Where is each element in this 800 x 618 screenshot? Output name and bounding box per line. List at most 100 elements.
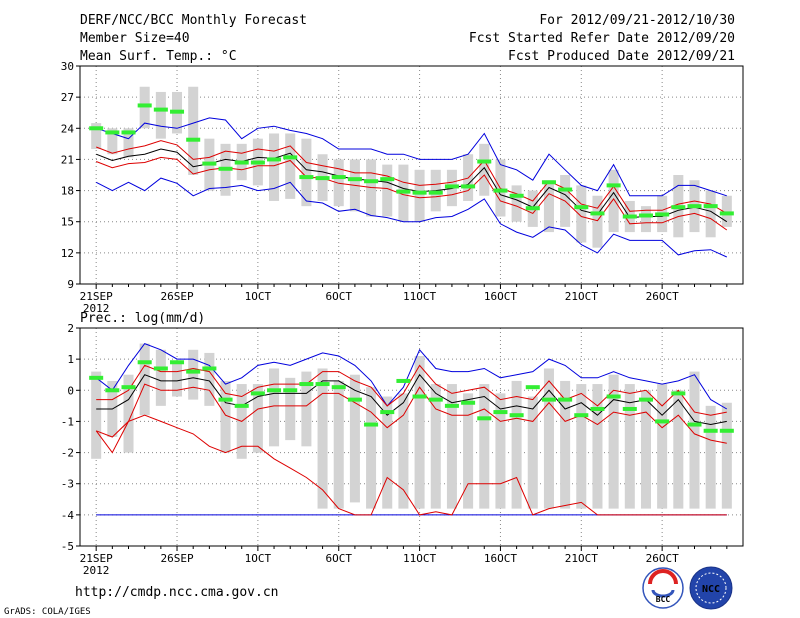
precip-box — [269, 368, 280, 447]
precip-median-mark — [622, 406, 637, 411]
precip-box — [576, 384, 587, 509]
precip-box — [446, 384, 457, 509]
temp-xtick-label: 6OCT — [325, 290, 352, 303]
precip-median-mark — [89, 375, 104, 380]
temp-env-max-line — [96, 117, 727, 197]
ncc-logo-text: NCC — [702, 584, 720, 595]
temp-median-mark — [331, 175, 346, 180]
temp-median-mark — [283, 155, 298, 160]
temp-median-mark — [477, 159, 492, 164]
precip-box — [123, 374, 134, 453]
temp-box — [91, 123, 102, 150]
temp-median-mark — [541, 180, 556, 185]
temp-box — [123, 128, 134, 158]
temp-median-mark — [428, 190, 443, 195]
forecast-started: Fcst Started Refer Date 2012/09/20 — [469, 31, 735, 46]
precip-median-mark — [186, 369, 201, 374]
precip-median-mark — [347, 397, 362, 402]
precip-box — [285, 377, 296, 441]
precip-ytick-label: -5 — [61, 540, 74, 553]
precip-box — [657, 384, 668, 509]
precip-median-mark — [137, 360, 152, 365]
precip-ytick-label: 2 — [67, 322, 74, 335]
temp-box — [705, 190, 716, 238]
precip-box — [430, 384, 441, 509]
precip-box — [172, 362, 183, 397]
bcc-logo: BCC — [642, 567, 684, 609]
temp-median-mark — [719, 211, 734, 216]
precip-box — [673, 390, 684, 509]
temp-band-upper-line — [96, 140, 728, 214]
precip-median-mark — [671, 391, 686, 396]
precip-median-mark — [267, 388, 282, 393]
precip-median-mark — [202, 366, 217, 371]
source-url[interactable]: http://cmdp.ncc.cma.gov.cn — [75, 585, 279, 600]
precip-ytick-label: -1 — [61, 415, 74, 428]
temp-median-mark — [574, 205, 589, 210]
temp-box — [155, 91, 166, 139]
temp-box — [382, 164, 393, 217]
precip-box — [188, 349, 199, 400]
temp-median-mark — [234, 160, 249, 165]
precip-band-upper-line — [96, 364, 727, 416]
precip-median-mark — [703, 428, 718, 433]
precip-median-mark — [574, 413, 589, 418]
temp-xtick-label: 11OCT — [403, 290, 436, 303]
temp-ytick-label: 9 — [67, 278, 74, 291]
chart-title: DERF/NCC/BCC Monthly Forecast — [80, 13, 307, 28]
temp-box — [479, 143, 490, 196]
temp-median-mark — [687, 204, 702, 209]
precip-median-mark — [299, 382, 314, 387]
temp-median-mark — [267, 157, 282, 162]
precip-median-mark — [412, 394, 427, 399]
temp-median-mark — [444, 184, 459, 189]
precip-median-mark — [396, 378, 411, 383]
precip-box — [333, 380, 344, 509]
precip-box — [560, 380, 571, 509]
forecast-produced: Fcst Produced Date 2012/09/21 — [508, 49, 735, 64]
temp-xtick-year: 2012 — [83, 302, 110, 315]
precip-xtick-year: 2012 — [83, 564, 110, 577]
temp-box — [543, 180, 554, 233]
temp-ytick-label: 24 — [61, 122, 75, 135]
temp-median-mark — [89, 126, 104, 131]
precip-band-min-line — [95, 414, 727, 516]
precip-box — [382, 396, 393, 509]
precip-ytick-label: 1 — [67, 353, 74, 366]
precip-box — [349, 374, 360, 503]
precip-median-mark — [283, 388, 298, 393]
precip-median-mark — [331, 385, 346, 390]
precip-box — [155, 349, 166, 406]
precip-box — [301, 371, 312, 447]
precip-box — [640, 390, 651, 509]
precip-median-mark — [315, 382, 330, 387]
temp-median-mark — [315, 176, 330, 181]
precip-box — [317, 368, 328, 509]
temp-median-mark — [380, 177, 395, 182]
precip-ytick-label: -4 — [61, 509, 75, 522]
precip-xtick-label: 11OCT — [403, 552, 436, 565]
precip-median-mark — [380, 410, 395, 415]
temp-box — [592, 195, 603, 248]
precip-box — [592, 384, 603, 509]
temp-ytick-label: 30 — [61, 60, 74, 73]
member-size: Member Size=40 — [80, 31, 190, 46]
temp-median-mark — [412, 190, 427, 195]
temp-median-mark — [105, 130, 120, 135]
precip-mean-line — [96, 373, 727, 426]
temp-box — [139, 86, 150, 129]
temp-xtick-label: 26SEP — [160, 290, 193, 303]
temp-xtick-label: 21OCT — [565, 290, 598, 303]
precip-box — [220, 380, 231, 453]
precip-box — [495, 393, 506, 509]
temp-box — [285, 133, 296, 199]
precip-median-mark — [461, 400, 476, 405]
precip-xtick-label: 21SEP — [80, 552, 113, 565]
temp-median-mark — [590, 211, 605, 216]
variable-label: Mean Surf. Temp.: °C — [80, 49, 237, 64]
precip-box — [91, 371, 102, 459]
precip-box — [252, 384, 263, 453]
precip-xtick-label: 16OCT — [484, 552, 517, 565]
